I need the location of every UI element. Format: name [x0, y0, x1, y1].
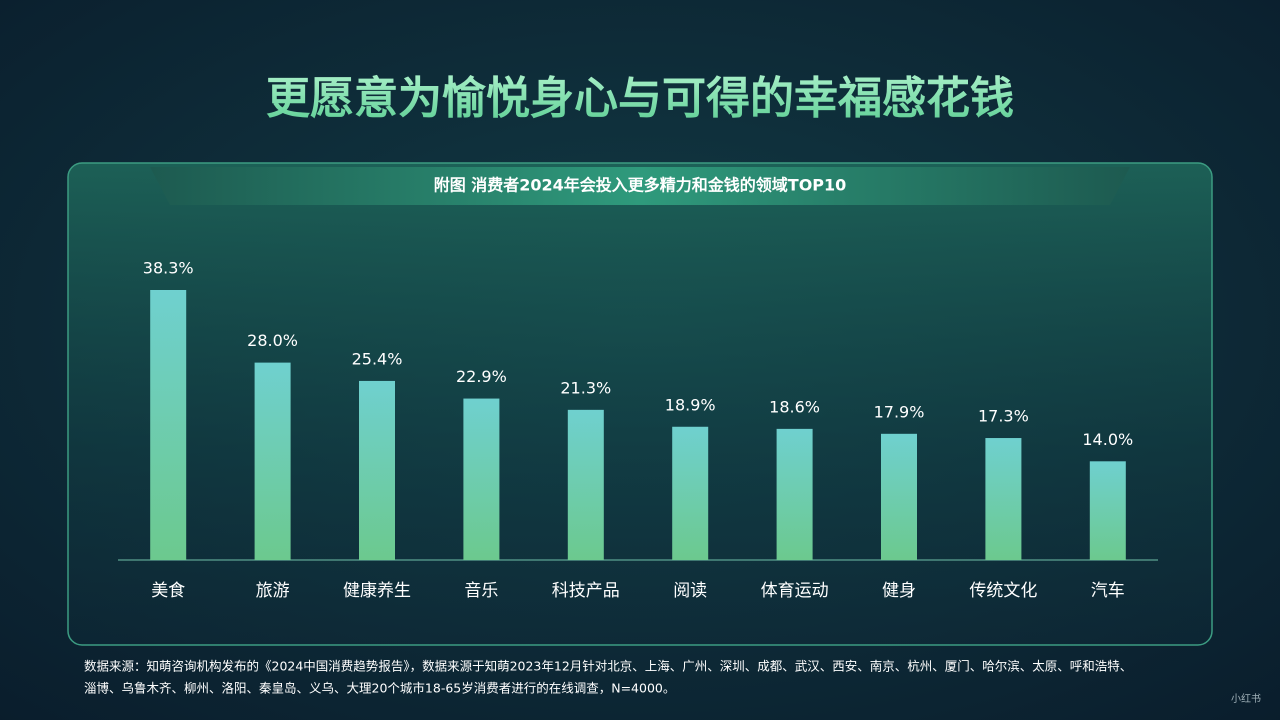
bar [881, 433, 917, 560]
x-tick-label: 传统文化 [969, 581, 1037, 601]
panel [67, 162, 1213, 646]
bar [150, 290, 187, 560]
value-label: 18.6% [769, 397, 820, 416]
x-tick-label: 美食 [151, 581, 185, 601]
value-label: 28.0% [247, 331, 298, 350]
x-tick-label: 汽车 [1091, 581, 1125, 601]
bar [672, 426, 709, 560]
value-label: 38.3% [143, 259, 194, 278]
x-tick-label: 旅游 [256, 581, 290, 601]
bar [985, 438, 1022, 560]
bar [463, 398, 500, 560]
source-note: 数据来源：知萌咨询机构发布的《2024中国消费趋势报告》，数据来源于知萌2023… [84, 659, 1132, 674]
chart-title: 更愿意为愉悦身心与可得的幸福感花钱 [266, 73, 1014, 124]
subtitle-banner [150, 167, 1130, 205]
value-label: 21.3% [560, 378, 611, 397]
watermark: 小红书 [1231, 692, 1261, 705]
x-tick-label: 体育运动 [761, 581, 829, 601]
x-tick-label: 阅读 [673, 581, 707, 601]
value-label: 22.9% [456, 367, 507, 386]
bar [1089, 461, 1126, 560]
x-tick-label: 科技产品 [552, 581, 620, 601]
x-tick-label: 音乐 [464, 581, 498, 601]
bar [254, 362, 291, 560]
value-label: 17.3% [978, 407, 1029, 426]
source-note: 淄博、乌鲁木齐、柳州、洛阳、秦皇岛、义乌、大理20个城市18-65岁消费者进行的… [84, 681, 675, 696]
value-label: 25.4% [352, 349, 403, 368]
value-label: 18.9% [665, 395, 716, 414]
x-tick-label: 健身 [882, 581, 916, 601]
x-tick-label: 健康养生 [343, 581, 411, 601]
chart-subtitle: 附图 消费者2024年会投入更多精力和金钱的领域TOP10 [434, 176, 847, 195]
value-label: 17.9% [874, 402, 925, 421]
bar [776, 428, 813, 560]
bar [567, 409, 604, 560]
bar [359, 380, 395, 560]
value-label: 14.0% [1082, 430, 1133, 449]
